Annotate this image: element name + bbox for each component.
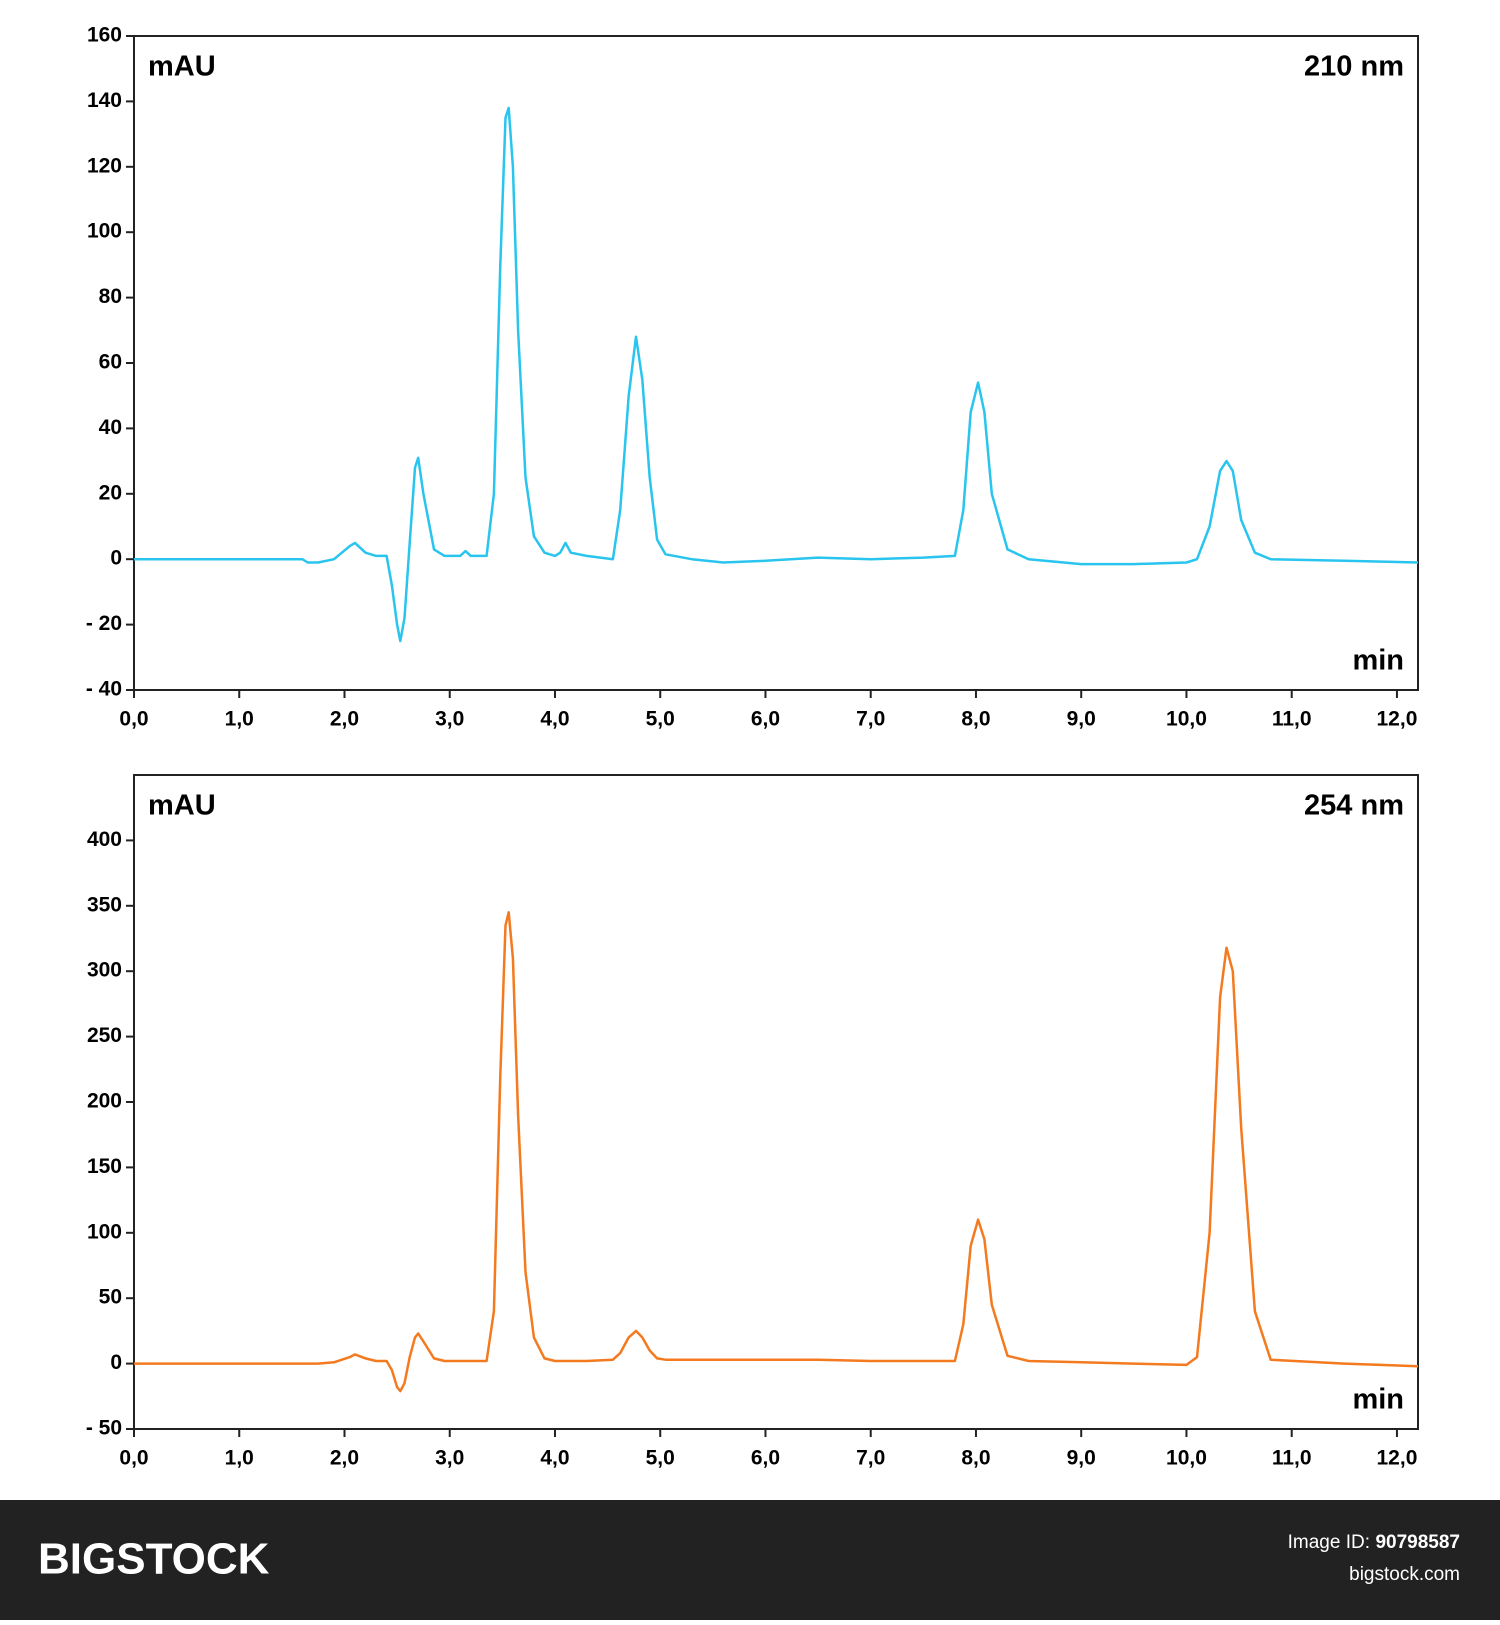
x-tick-label: 3,0 [435, 1447, 464, 1470]
x-tick-label: 8,0 [961, 708, 990, 731]
x-tick-label: 9,0 [1067, 1447, 1096, 1470]
footer-bar [0, 1500, 1500, 1620]
x-tick-label: 6,0 [751, 708, 780, 731]
y-tick-label: 120 [87, 154, 122, 177]
y-tick-label: - 20 [86, 612, 122, 635]
y-tick-label: 0 [110, 547, 122, 570]
annotation: 254 nm [1304, 790, 1404, 822]
x-tick-label: 2,0 [330, 1447, 359, 1470]
y-tick-label: 0 [110, 1351, 122, 1374]
x-tick-label: 9,0 [1067, 708, 1096, 731]
y-tick-label: 140 [87, 89, 122, 112]
annotation: 210 nm [1304, 51, 1404, 83]
y-tick-label: 60 [99, 351, 122, 374]
footer-site: bigstock.com [1349, 1564, 1460, 1585]
y-tick-label: 100 [87, 1220, 122, 1243]
y-tick-label: 80 [99, 285, 122, 308]
x-tick-label: 11,0 [1272, 708, 1312, 731]
footer-id: 90798587 [1375, 1532, 1460, 1553]
x-tick-label: 5,0 [646, 708, 675, 731]
x-tick-label: 7,0 [856, 1447, 885, 1470]
y-tick-label: 20 [99, 481, 122, 504]
y-tick-label: 160 [87, 24, 122, 47]
y-tick-label: 100 [87, 220, 122, 243]
y-axis-label: mAU [148, 51, 216, 83]
y-tick-label: - 40 [86, 678, 122, 701]
y-tick-label: 50 [99, 1286, 122, 1309]
x-tick-label: 0,0 [119, 1447, 148, 1470]
x-tick-label: 2,0 [330, 708, 359, 731]
x-tick-label: 7,0 [856, 708, 885, 731]
x-tick-label: 6,0 [751, 1447, 780, 1470]
y-tick-label: 300 [87, 959, 122, 982]
x-tick-label: 8,0 [961, 1447, 990, 1470]
x-tick-label: 1,0 [225, 1447, 254, 1470]
x-tick-label: 12,0 [1377, 708, 1418, 731]
y-tick-label: 350 [87, 893, 122, 916]
y-tick-label: 400 [87, 828, 122, 851]
x-tick-label: 3,0 [435, 708, 464, 731]
x-tick-label: 10,0 [1166, 708, 1207, 731]
x-axis-label: min [1352, 1384, 1404, 1416]
x-tick-label: 10,0 [1166, 1447, 1207, 1470]
x-tick-label: 4,0 [540, 1447, 569, 1470]
x-tick-label: 4,0 [540, 708, 569, 731]
plot-frame [133, 774, 1419, 1430]
y-axis-label: mAU [148, 790, 216, 822]
footer-brand: BIGSTOCK [38, 1535, 270, 1584]
chromatogram-line [134, 911, 1419, 1393]
y-tick-label: 200 [87, 1090, 122, 1113]
x-tick-label: 11,0 [1272, 1447, 1312, 1470]
y-tick-label: 150 [87, 1155, 122, 1178]
x-axis-label: min [1352, 645, 1404, 677]
chromatogram-line [134, 106, 1419, 643]
plot-frame [133, 35, 1419, 691]
x-tick-label: 12,0 [1377, 1447, 1418, 1470]
y-tick-label: - 50 [86, 1417, 122, 1440]
y-tick-label: 250 [87, 1024, 122, 1047]
y-tick-label: 40 [99, 416, 122, 439]
footer-id-label: Image ID: [1288, 1532, 1370, 1553]
x-tick-label: 0,0 [119, 708, 148, 731]
x-tick-label: 5,0 [646, 1447, 675, 1470]
x-tick-label: 1,0 [225, 708, 254, 731]
